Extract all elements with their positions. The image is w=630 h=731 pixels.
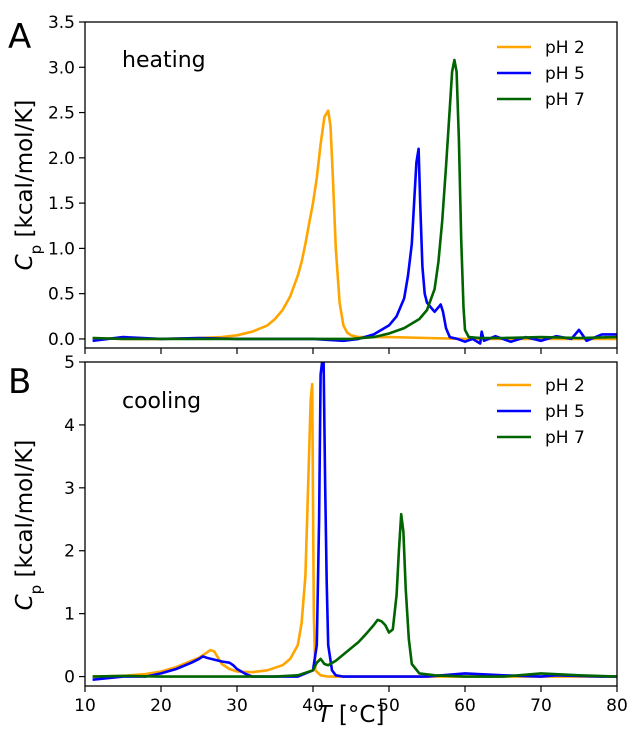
y-axis-label-rest: [kcal/mol/K] <box>12 440 38 585</box>
legend-label: pH 7 <box>545 90 585 110</box>
x-tick-label: 20 <box>150 696 172 716</box>
legend-label: pH 2 <box>545 376 585 396</box>
condition-label: heating <box>122 48 206 73</box>
y-axis-label-sub: p <box>27 585 45 595</box>
x-tick-label: 60 <box>454 696 476 716</box>
x-tick-label: 40 <box>302 696 324 716</box>
y-tick-label: 2.0 <box>48 149 75 169</box>
y-tick-label: 0.0 <box>48 330 75 350</box>
x-axis-label-rest: [°C] <box>332 702 385 728</box>
panel-b: 0 1 2 3 4 5 10 20 30 40 50 60 70 80 pH 2 pH 5 pH 7 coolin… <box>8 353 628 716</box>
series-line-ph-5 <box>92 362 617 681</box>
x-tick-label: 70 <box>530 696 552 716</box>
y-tick-label: 2.5 <box>48 104 75 124</box>
legend-label: pH 5 <box>545 402 585 422</box>
plot-frame <box>84 361 618 687</box>
legend-label: pH 5 <box>545 64 585 84</box>
y-tick-label: 0.5 <box>48 285 75 305</box>
y-axis-label-main: C <box>12 594 38 610</box>
plot-frame <box>84 21 618 349</box>
y-tick-label: 4 <box>64 416 75 436</box>
x-axis-label: T [°C] <box>318 702 385 728</box>
y-tick-label: 3.0 <box>48 58 75 78</box>
x-axis-label-main: T <box>318 702 334 728</box>
y-tick-label: 2 <box>64 542 75 562</box>
y-axis-label-sub: p <box>27 245 45 255</box>
series-line-ph-7 <box>92 512 617 678</box>
series-line-ph-2 <box>92 109 617 341</box>
y-tick-label: 0 <box>64 668 75 688</box>
condition-label: cooling <box>122 389 201 414</box>
series-line-ph-7 <box>92 58 617 341</box>
y-tick-label: 1.0 <box>48 239 75 259</box>
y-axis-label-main: C <box>12 254 38 270</box>
x-tick-label: 50 <box>378 696 400 716</box>
y-axis-label: Cp [kcal/mol/K] <box>12 100 45 271</box>
x-tick-label: 30 <box>226 696 248 716</box>
series-group <box>92 362 617 681</box>
y-axis-label: Cp [kcal/mol/K] <box>12 440 45 611</box>
x-tick-label: 10 <box>74 696 96 716</box>
panel-letter: B <box>8 362 31 402</box>
y-tick-label: 1.5 <box>48 194 75 214</box>
legend-label: pH 7 <box>545 428 585 448</box>
y-tick-label: 3 <box>64 479 75 499</box>
y-axis-label-rest: [kcal/mol/K] <box>12 100 38 245</box>
y-tick-label: 5 <box>64 353 75 373</box>
y-tick-label: 1 <box>64 605 75 625</box>
series-line-ph-2 <box>92 382 617 678</box>
y-tick-label: 3.5 <box>48 13 75 33</box>
series-line-ph-5 <box>92 147 617 345</box>
panel-letter: A <box>8 17 31 57</box>
panel-a: 0.0 0.5 1.0 1.5 2.0 2.5 3.0 3.5 pH 2 pH 5 pH 7 heat… <box>8 13 618 354</box>
x-tick-label: 80 <box>606 696 628 716</box>
series-group <box>92 58 617 345</box>
legend-label: pH 2 <box>545 38 585 58</box>
